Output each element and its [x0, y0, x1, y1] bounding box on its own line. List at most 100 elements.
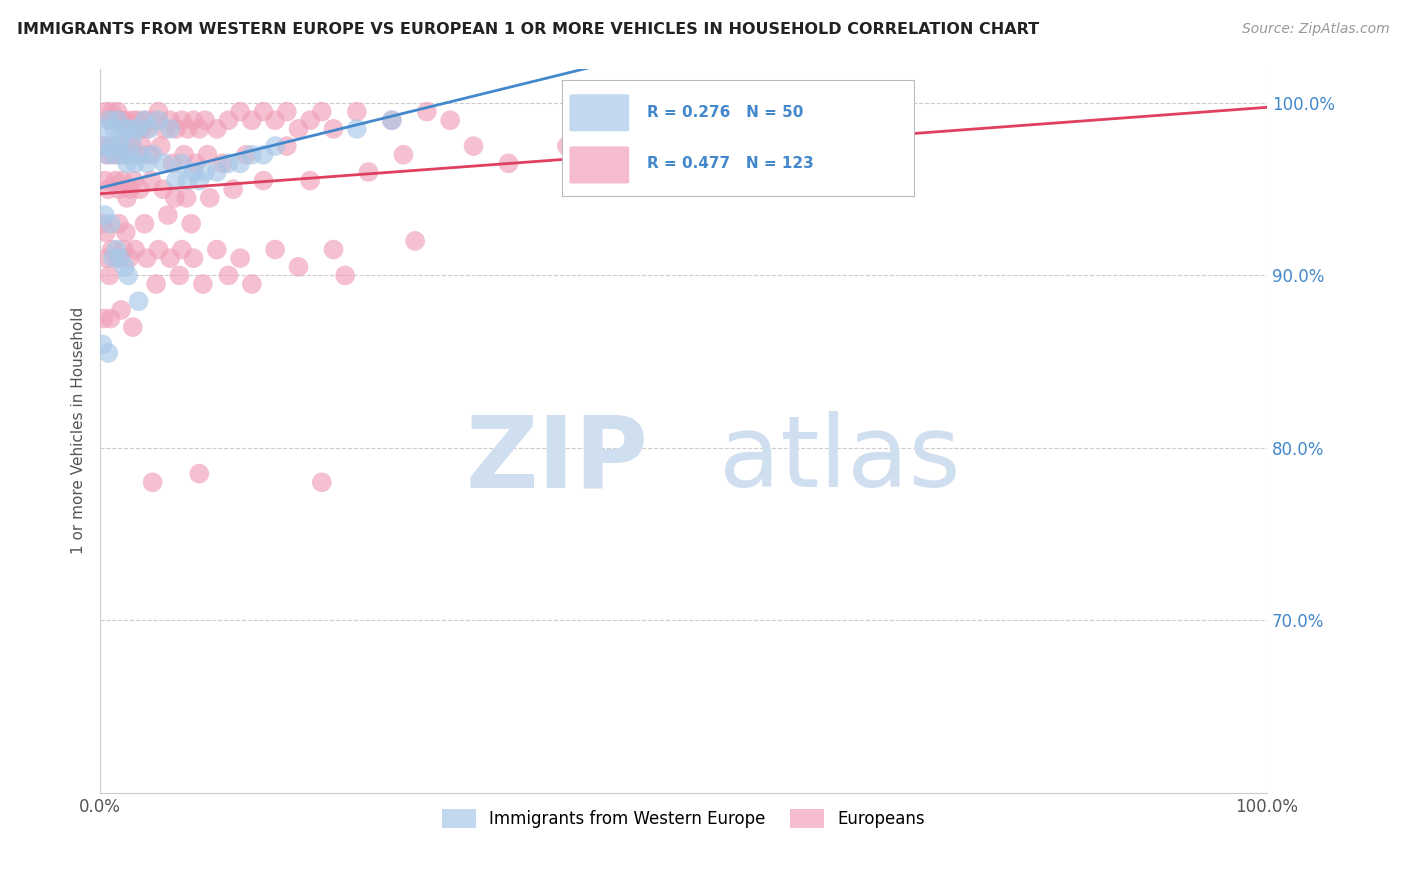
Point: [170, 156, 193, 170]
Point: [135, 121, 157, 136]
Point: [145, 277, 167, 291]
Point: [162, 156, 184, 170]
Point: [127, 121, 149, 136]
Text: IMMIGRANTS FROM WESTERN EUROPE VS EUROPEAN 1 OR MORE VEHICLES IN HOUSEHOLD CORRE: IMMIGRANTS FROM WESTERN EUROPE VS EUROPE…: [17, 22, 1039, 37]
Point: [165, 121, 187, 136]
Point: [94, 208, 117, 222]
Point: [108, 251, 131, 265]
Point: [91, 337, 114, 351]
Point: [128, 147, 150, 161]
Point: [169, 268, 191, 283]
Point: [101, 147, 124, 161]
Point: [333, 268, 356, 283]
Point: [101, 243, 124, 257]
Point: [357, 165, 380, 179]
Point: [148, 243, 170, 257]
Point: [176, 173, 198, 187]
Point: [463, 139, 485, 153]
Point: [103, 113, 125, 128]
Point: [134, 113, 156, 128]
Point: [128, 294, 150, 309]
Point: [121, 113, 143, 128]
Point: [276, 104, 298, 119]
Point: [153, 121, 176, 136]
Point: [107, 104, 129, 119]
Point: [101, 139, 124, 153]
Point: [180, 217, 202, 231]
Point: [555, 139, 578, 153]
Point: [112, 243, 135, 257]
Point: [94, 121, 117, 136]
Point: [124, 121, 146, 136]
Point: [205, 121, 228, 136]
Point: [97, 346, 120, 360]
Point: [240, 147, 263, 161]
Point: [188, 121, 211, 136]
Point: [100, 217, 122, 231]
Point: [276, 139, 298, 153]
Point: [197, 147, 219, 161]
FancyBboxPatch shape: [569, 146, 630, 184]
Point: [110, 130, 132, 145]
Point: [96, 251, 118, 265]
Point: [120, 182, 142, 196]
Point: [205, 243, 228, 257]
Point: [107, 139, 129, 153]
Point: [381, 113, 404, 128]
Point: [188, 173, 211, 187]
Point: [229, 104, 252, 119]
Point: [107, 182, 129, 196]
Point: [165, 173, 187, 187]
Point: [135, 251, 157, 265]
Point: [96, 147, 118, 161]
Point: [163, 191, 186, 205]
Point: [114, 225, 136, 239]
Point: [104, 147, 127, 161]
Point: [100, 311, 122, 326]
Point: [121, 320, 143, 334]
Point: [170, 243, 193, 257]
Point: [159, 121, 181, 136]
Point: [98, 113, 121, 128]
Point: [128, 182, 150, 196]
Point: [107, 113, 129, 128]
Point: [138, 147, 160, 161]
Point: [114, 113, 136, 128]
Point: [114, 260, 136, 274]
Point: [194, 113, 217, 128]
Point: [107, 217, 129, 231]
Point: [789, 139, 811, 153]
Point: [122, 173, 145, 187]
Point: [134, 217, 156, 231]
Point: [672, 147, 695, 161]
Point: [153, 156, 176, 170]
Point: [194, 165, 217, 179]
Text: R = 0.477   N = 123: R = 0.477 N = 123: [647, 156, 814, 171]
Point: [287, 121, 309, 136]
Point: [229, 251, 252, 265]
Point: [183, 165, 205, 179]
Point: [110, 113, 132, 128]
Point: [111, 173, 134, 187]
Point: [101, 251, 124, 265]
Point: [235, 147, 257, 161]
Point: [299, 173, 322, 187]
Point: [121, 139, 143, 153]
Point: [173, 147, 195, 161]
Point: [142, 475, 165, 490]
Point: [142, 113, 165, 128]
Point: [105, 243, 128, 257]
Point: [110, 302, 132, 317]
Point: [93, 139, 115, 153]
Point: [93, 139, 115, 153]
Point: [94, 104, 117, 119]
Point: [205, 165, 228, 179]
Point: [346, 121, 368, 136]
Point: [183, 251, 205, 265]
Point: [118, 121, 141, 136]
Point: [152, 182, 174, 196]
Point: [439, 113, 461, 128]
Point: [188, 467, 211, 481]
Point: [104, 173, 127, 187]
Point: [124, 243, 146, 257]
